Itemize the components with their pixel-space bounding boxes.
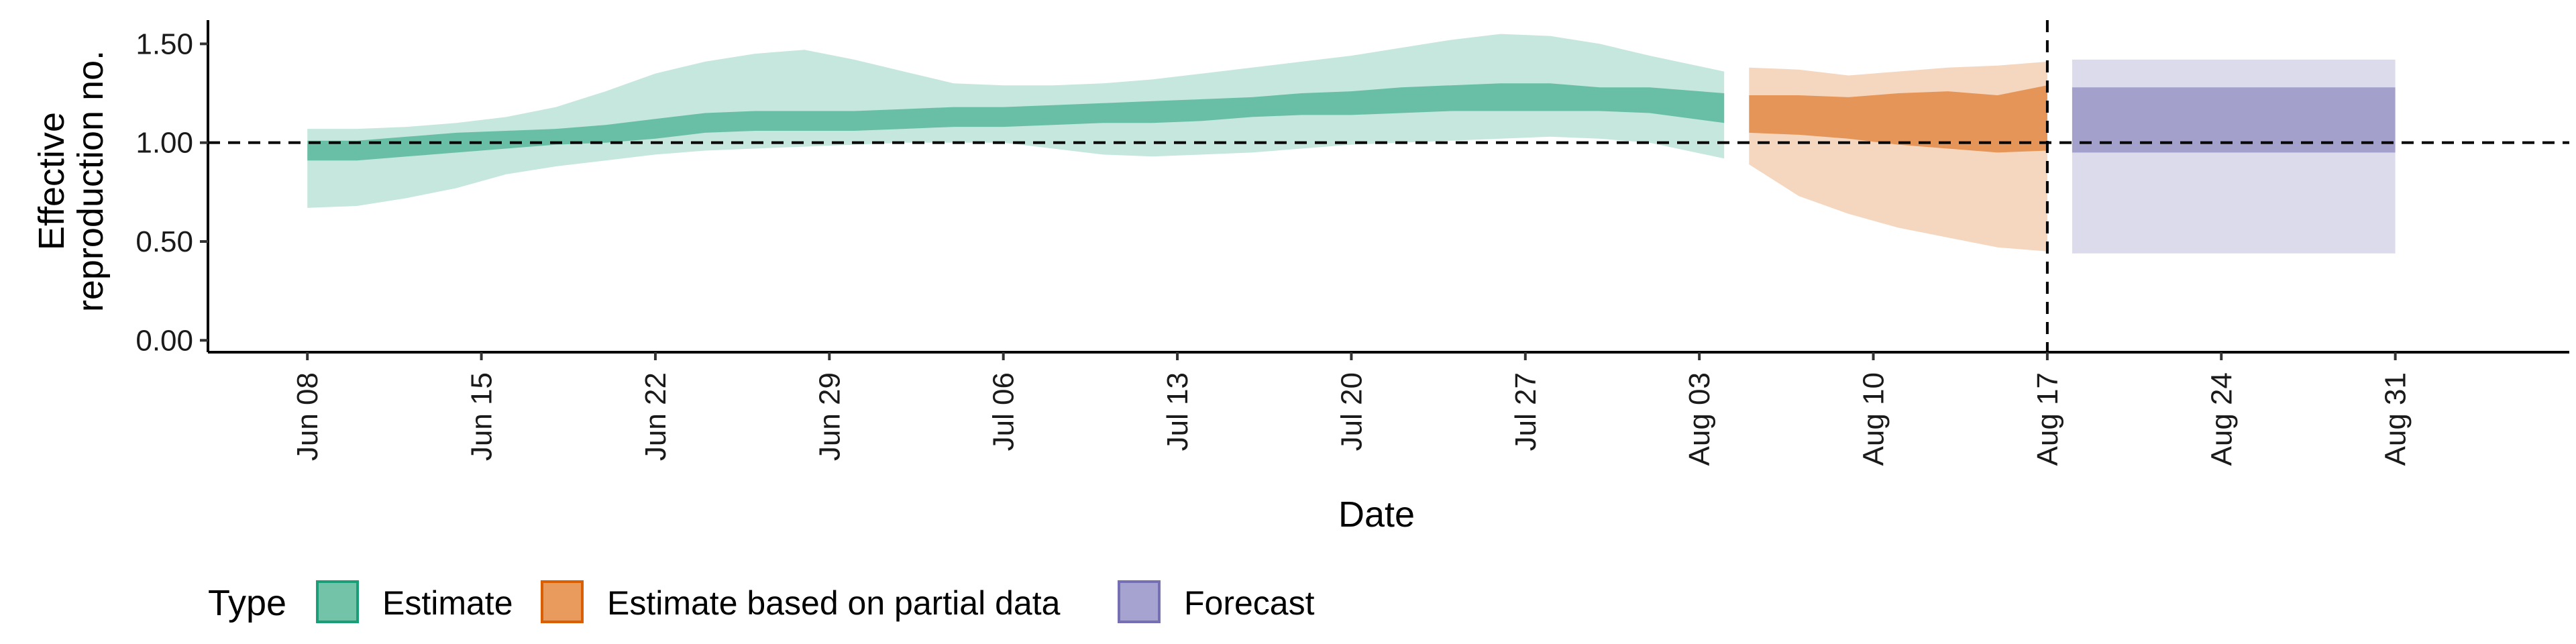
y-tick-label: 0.00 <box>136 324 193 357</box>
y-tick-label: 1.50 <box>136 28 193 60</box>
x-axis-ticks: Jun 08 Jun 15 Jun 22 Jun 29 Jul 06 Jul 13 Jul … <box>291 352 2412 466</box>
y-axis-title-line: reproduction no. <box>70 50 111 312</box>
x-tick-label: Aug 24 <box>2205 372 2238 466</box>
legend-title: Type <box>208 583 286 623</box>
band-estimate-based-on-partial-data-50 <box>1749 85 2047 153</box>
axes <box>207 20 2569 354</box>
x-tick-label: Aug 31 <box>2379 372 2412 466</box>
ribbon-bands <box>307 34 2396 254</box>
x-tick-label: Jun 08 <box>291 372 324 461</box>
x-tick-label: Jul 13 <box>1161 372 1194 451</box>
x-tick-label: Jun 29 <box>813 372 846 461</box>
x-tick-label: Jul 06 <box>987 372 1020 451</box>
legend-key <box>1118 580 1161 623</box>
legend-label: Forecast <box>1184 584 1315 622</box>
x-tick-label: Aug 03 <box>1683 372 1716 466</box>
legend-key <box>541 580 584 623</box>
legend-key <box>316 580 359 623</box>
x-tick-label: Aug 17 <box>2031 372 2064 466</box>
band-forecast-50 <box>2072 87 2396 153</box>
y-axis-ticks: 0.00 0.50 1.00 1.50 <box>136 28 208 357</box>
y-tick-label: 0.50 <box>136 225 193 258</box>
legend-label: Estimate based on partial data <box>607 584 1061 622</box>
x-tick-label: Aug 10 <box>1858 372 1890 466</box>
y-tick-label: 1.00 <box>136 127 193 160</box>
band-estimate-50 <box>307 83 1725 161</box>
x-tick-label: Jun 15 <box>466 372 498 461</box>
band-estimate-based-on-partial-data-90 <box>1749 61 2047 252</box>
y-axis-title-line: Effective <box>32 112 72 250</box>
x-tick-label: Jun 22 <box>639 372 672 461</box>
x-tick-label: Jul 20 <box>1335 372 1368 451</box>
legend-label: Estimate <box>382 584 513 622</box>
y-axis-title: Effectivereproduction no. <box>32 50 111 312</box>
legend: Type Estimate Estimate based on partial da… <box>208 580 1315 623</box>
x-tick-label: Jul 27 <box>1509 372 1542 451</box>
x-axis-title: Date <box>1338 494 1415 535</box>
